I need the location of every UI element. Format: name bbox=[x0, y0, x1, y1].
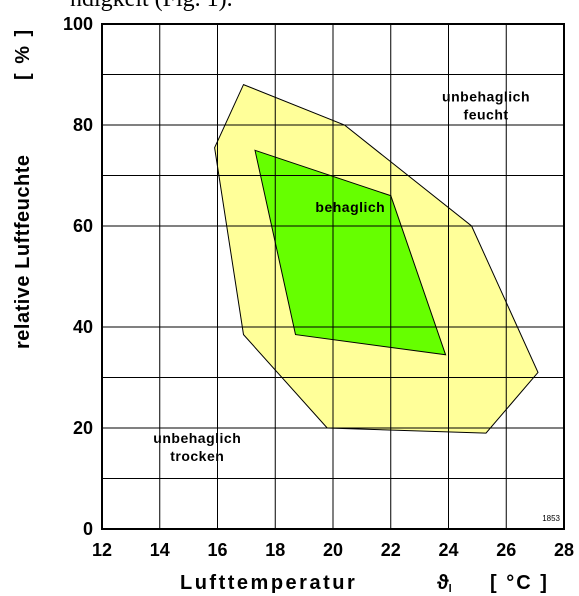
x-axis-symbol-subscript: l bbox=[449, 583, 452, 595]
x-tick-label: 16 bbox=[207, 540, 227, 560]
x-tick-label: 18 bbox=[265, 540, 285, 560]
regions bbox=[214, 83, 539, 434]
comfort-region bbox=[254, 149, 447, 356]
x-tick-label: 26 bbox=[496, 540, 516, 560]
y-tick-label: 20 bbox=[73, 418, 93, 438]
tick-labels: 12 14 16 18 20 22 24 26 28 0 20 40 60 80 100 bbox=[63, 14, 574, 560]
x-tick-label: 22 bbox=[381, 540, 401, 560]
y-axis-unit: [ % ] bbox=[12, 28, 34, 80]
x-tick-label: 12 bbox=[92, 540, 112, 560]
y-tick-label: 100 bbox=[63, 14, 93, 34]
plot-frame bbox=[101, 23, 565, 530]
annotation-line: unbehaglich bbox=[442, 88, 530, 104]
x-tick-label: 14 bbox=[150, 540, 170, 560]
region-annotation: unbehaglich trocken bbox=[153, 430, 241, 464]
x-axis-symbol-main: ϑ bbox=[437, 572, 449, 594]
x-tick-label: 28 bbox=[554, 540, 574, 560]
x-axis-label: Lufttemperatur ϑl [ °C ] bbox=[180, 572, 549, 595]
y-axis-label: relative Luftfeuchte [ % ] bbox=[12, 28, 34, 349]
annotation-line: trocken bbox=[170, 448, 224, 464]
figure-code: 1853 bbox=[542, 514, 560, 523]
region-annotation: behaglich bbox=[315, 199, 385, 215]
annotation-line: behaglich bbox=[315, 199, 385, 215]
annotation-line: feucht bbox=[464, 106, 509, 122]
x-axis-unit: [ °C ] bbox=[490, 572, 549, 594]
x-axis-symbol: ϑl bbox=[437, 572, 452, 595]
annotations: unbehaglich feucht behaglich unbehaglich tro… bbox=[153, 88, 530, 464]
annotation-line: unbehaglich bbox=[153, 430, 241, 446]
caption-text: ndigkeit (Fig. 1). bbox=[70, 0, 233, 13]
region-annotation: unbehaglich feucht bbox=[442, 88, 530, 122]
y-tick-label: 0 bbox=[83, 519, 93, 539]
y-axis-title: relative Luftfeuchte bbox=[12, 155, 34, 349]
y-tick-label: 40 bbox=[73, 317, 93, 337]
grid bbox=[102, 24, 564, 529]
x-tick-label: 20 bbox=[323, 540, 343, 560]
x-tick-label: 24 bbox=[438, 540, 458, 560]
y-tick-label: 80 bbox=[73, 115, 93, 135]
x-axis-title: Lufttemperatur bbox=[180, 572, 357, 594]
caption-fragment: ndigkeit (Fig. 1). bbox=[0, 0, 579, 22]
y-tick-label: 60 bbox=[73, 216, 93, 236]
